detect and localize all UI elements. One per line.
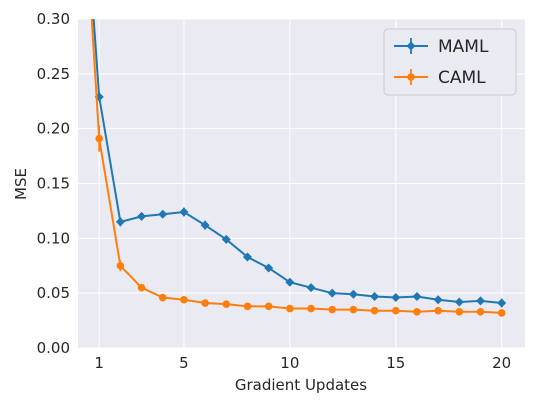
data-point: [222, 300, 231, 308]
data-point: [327, 288, 337, 298]
data-point: [137, 211, 147, 221]
y-tick-label: 0.05: [37, 284, 70, 302]
legend-item-maml: MAML: [394, 37, 489, 57]
data-point: [406, 41, 416, 51]
data-point: [455, 308, 464, 316]
data-point: [476, 296, 486, 306]
data-point: [158, 209, 168, 219]
series-caml: [90, 19, 506, 317]
data-point: [243, 302, 252, 311]
x-tick-label: 10: [280, 354, 299, 372]
data-point: [407, 73, 415, 81]
data-point: [370, 306, 379, 315]
data-point: [413, 308, 421, 316]
y-tick-label: 0.25: [37, 65, 70, 83]
data-point: [201, 299, 209, 307]
x-axis-label: Gradient Updates: [235, 376, 367, 394]
x-tick-label: 15: [386, 354, 405, 372]
legend: MAML CAML: [383, 28, 517, 96]
data-point: [285, 277, 295, 287]
data-point: [158, 293, 167, 302]
y-tick-label: 0.10: [37, 229, 70, 247]
data-point: [264, 263, 274, 273]
data-point: [497, 298, 507, 308]
y-tick-label: 0.20: [37, 120, 70, 138]
data-point: [476, 308, 485, 316]
data-point: [391, 293, 401, 303]
x-tick-label: 5: [179, 354, 189, 372]
data-point: [412, 291, 422, 301]
y-tick-label: 0.15: [37, 175, 70, 193]
y-tick-label: 0.30: [37, 10, 70, 28]
legend-item-caml: CAML: [394, 68, 486, 88]
data-point: [264, 302, 273, 311]
data-point: [137, 283, 146, 292]
legend-label: CAML: [438, 68, 486, 88]
data-point: [454, 297, 464, 307]
data-point: [328, 305, 337, 314]
x-tick-label: 20: [492, 354, 511, 372]
legend-label: MAML: [438, 37, 489, 57]
data-point: [391, 306, 400, 315]
data-point: [180, 295, 188, 304]
data-point: [370, 291, 380, 301]
y-axis-label: MSE: [12, 168, 30, 200]
data-point: [433, 295, 443, 305]
x-tick-label: 1: [94, 354, 104, 372]
data-point: [349, 305, 358, 314]
data-point: [286, 304, 294, 313]
data-point: [179, 207, 189, 217]
data-point: [242, 252, 252, 262]
data-point: [306, 283, 316, 293]
y-tick-label: 0.00: [37, 339, 70, 357]
data-point: [115, 217, 125, 227]
data-point: [116, 261, 125, 270]
data-point: [497, 309, 506, 317]
data-point: [200, 220, 210, 230]
data-point: [307, 304, 315, 313]
data-point: [95, 134, 103, 143]
data-point: [221, 234, 231, 244]
data-point: [434, 306, 442, 315]
series-maml: [92, 19, 507, 308]
data-point: [348, 289, 358, 299]
tick-labels: 0.000.050.100.150.200.250.301 5 10 15 20: [37, 10, 512, 372]
series-layer: [90, 19, 507, 317]
